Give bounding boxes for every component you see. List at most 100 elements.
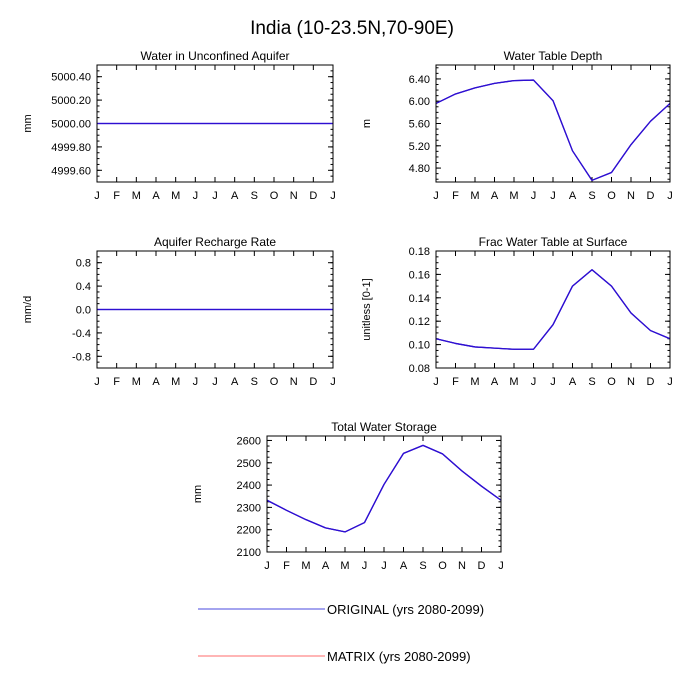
x-tick-label: J xyxy=(433,376,439,388)
x-tick-label: N xyxy=(290,190,298,202)
x-tick-label: J xyxy=(212,190,218,202)
legend-label-matrix: MATRIX (yrs 2080-2099) xyxy=(327,649,471,664)
x-tick-label: J xyxy=(94,190,100,202)
x-tick-label: M xyxy=(171,376,180,388)
x-tick-label: A xyxy=(152,376,160,388)
x-tick-label: A xyxy=(231,190,239,202)
series-line-original xyxy=(435,79,671,181)
x-tick-label: O xyxy=(270,190,279,202)
x-tick-label: D xyxy=(309,376,317,388)
x-tick-label: M xyxy=(509,376,518,388)
x-tick-label: M xyxy=(301,560,310,572)
x-tick-label: J xyxy=(667,190,673,202)
x-tick-label: F xyxy=(452,376,459,388)
plot-frame xyxy=(435,250,671,369)
y-axis-label: mm xyxy=(192,485,204,503)
series-line-matrix xyxy=(266,444,502,533)
y-tick-label: 4999.80 xyxy=(51,142,91,154)
series-line-matrix xyxy=(435,79,671,181)
x-tick-label: N xyxy=(627,190,635,202)
x-tick-label: A xyxy=(569,376,577,388)
plot-frame xyxy=(96,64,334,183)
x-tick-label: F xyxy=(113,376,120,388)
y-tick-label: 0.12 xyxy=(409,316,430,328)
x-tick-label: O xyxy=(607,190,616,202)
x-tick-label: A xyxy=(569,190,577,202)
x-tick-label: O xyxy=(438,560,447,572)
x-tick-label: A xyxy=(491,190,499,202)
x-tick-label: M xyxy=(470,376,479,388)
x-tick-label: F xyxy=(113,190,120,202)
y-tick-label: 5000.40 xyxy=(51,72,91,84)
x-tick-label: A xyxy=(491,376,499,388)
panel-title: Frac Water Table at Surface xyxy=(479,235,628,249)
x-tick-label: M xyxy=(171,190,180,202)
y-tick-label: 2100 xyxy=(237,547,261,559)
x-tick-label: J xyxy=(433,190,439,202)
x-tick-label: N xyxy=(627,376,635,388)
x-tick-label: M xyxy=(470,190,479,202)
y-tick-label: -0.4 xyxy=(72,328,91,340)
x-tick-label: J xyxy=(550,376,556,388)
y-tick-label: 0.8 xyxy=(76,258,91,270)
series-line-original xyxy=(435,269,671,350)
legend: ORIGINAL (yrs 2080-2099) MATRIX (yrs 208… xyxy=(198,602,484,664)
y-tick-label: 0.08 xyxy=(409,363,430,375)
x-tick-label: J xyxy=(193,376,199,388)
x-tick-label: J xyxy=(330,376,336,388)
y-axis-label: mm xyxy=(22,114,34,132)
x-tick-label: S xyxy=(419,560,426,572)
x-tick-label: M xyxy=(509,190,518,202)
y-tick-label: 6.40 xyxy=(409,74,430,86)
chart-panel: Frac Water Table at Surface unitless [0-1… xyxy=(361,235,673,388)
x-tick-label: M xyxy=(340,560,349,572)
x-tick-label: N xyxy=(290,376,298,388)
x-tick-label: J xyxy=(667,376,673,388)
x-tick-label: D xyxy=(647,190,655,202)
x-tick-label: J xyxy=(212,376,218,388)
x-tick-label: S xyxy=(588,190,595,202)
x-tick-label: A xyxy=(231,376,239,388)
x-tick-label: D xyxy=(647,376,655,388)
y-tick-label: 0.10 xyxy=(409,340,430,352)
x-tick-label: J xyxy=(531,376,537,388)
x-tick-label: J xyxy=(498,560,504,572)
y-tick-label: 6.00 xyxy=(409,96,430,108)
y-tick-label: 5000.20 xyxy=(51,95,91,107)
y-tick-label: 5.60 xyxy=(409,119,430,131)
series-line-matrix xyxy=(435,269,671,350)
x-tick-label: A xyxy=(322,560,330,572)
x-tick-label: D xyxy=(309,190,317,202)
plot-frame xyxy=(435,64,671,183)
y-tick-label: 0.16 xyxy=(409,269,430,281)
y-tick-label: 2400 xyxy=(237,480,261,492)
y-tick-label: 5.20 xyxy=(409,141,430,153)
x-tick-label: J xyxy=(330,190,336,202)
y-tick-label: 4999.60 xyxy=(51,165,91,177)
y-tick-label: 2500 xyxy=(237,458,261,470)
y-tick-label: 0.14 xyxy=(409,293,430,305)
x-tick-label: S xyxy=(251,190,258,202)
series-line-original xyxy=(266,444,502,533)
x-tick-label: M xyxy=(132,376,141,388)
x-tick-label: O xyxy=(270,376,279,388)
x-tick-label: J xyxy=(193,190,199,202)
x-tick-label: M xyxy=(132,190,141,202)
panel-title: Water Table Depth xyxy=(504,49,603,63)
y-tick-label: 2300 xyxy=(237,502,261,514)
y-axis-label: unitless [0-1] xyxy=(361,278,373,340)
x-tick-label: J xyxy=(531,190,537,202)
x-tick-label: S xyxy=(251,376,258,388)
x-tick-label: A xyxy=(400,560,408,572)
x-tick-label: O xyxy=(607,376,616,388)
panel-title: Water in Unconfined Aquifer xyxy=(141,49,290,63)
y-tick-label: 0.4 xyxy=(76,281,91,293)
y-axis-label: m xyxy=(361,119,373,128)
y-tick-label: 2600 xyxy=(237,435,261,447)
